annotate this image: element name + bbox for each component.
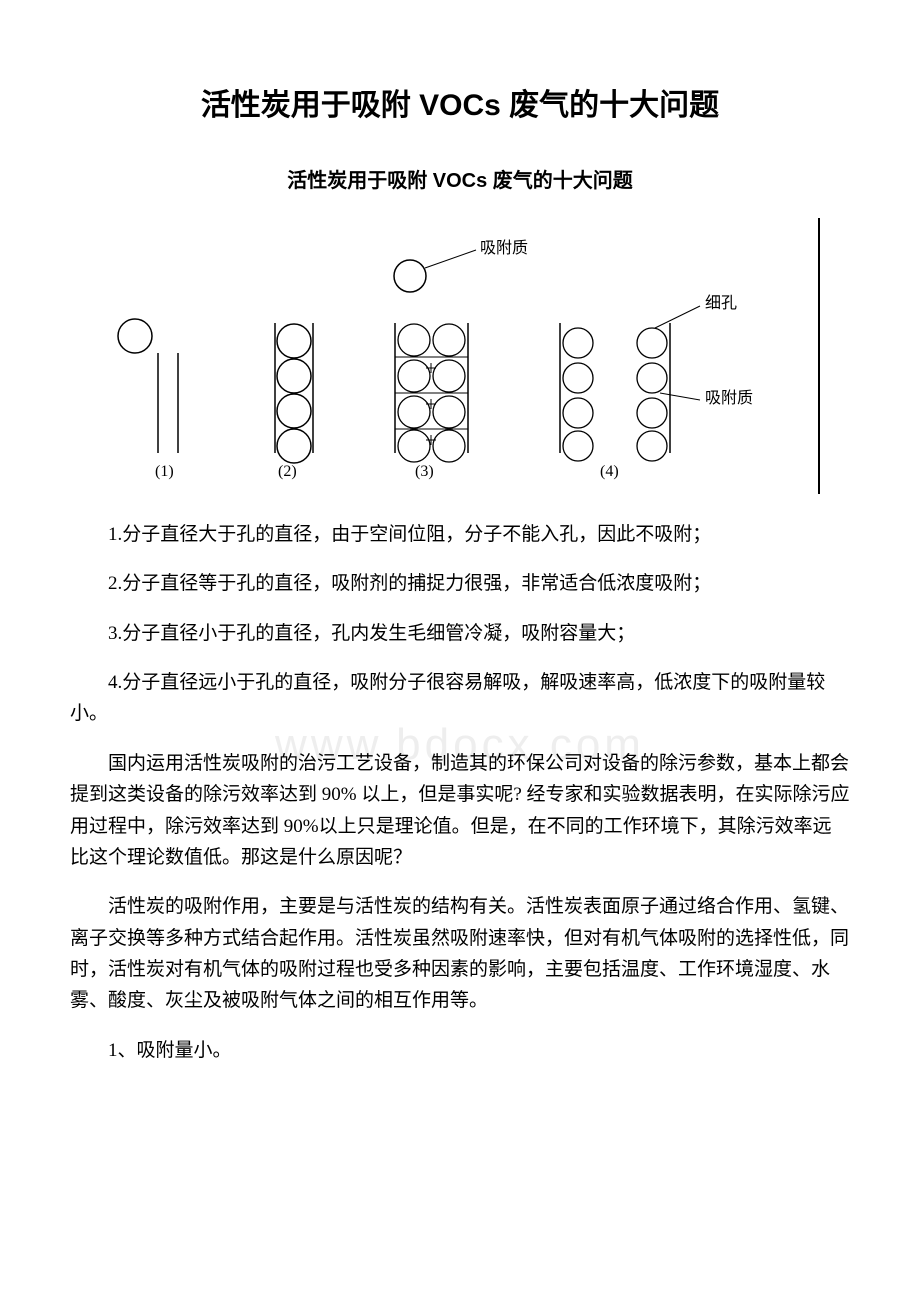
body-para-3: 3.分子直径小于孔的直径，孔内发生毛细管冷凝，吸附容量大； <box>70 618 850 649</box>
adsorption-diagram: 吸附质 细孔 吸附质 (1) (2 <box>100 218 820 494</box>
body-para-6: 活性炭的吸附作用，主要是与活性炭的结构有关。活性炭表面原子通过络合作用、氢键、离… <box>70 891 850 1016</box>
label-pore: 细孔 <box>705 294 737 312</box>
panel-2-label: (2) <box>278 463 297 480</box>
body-para-2: 2.分子直径等于孔的直径，吸附剂的捕捉力很强，非常适合低浓度吸附； <box>70 568 850 599</box>
body-para-4: 4.分子直径远小于孔的直径，吸附分子很容易解吸，解吸速率高，低浓度下的吸附量较小… <box>70 667 850 730</box>
panel-3: (3) <box>395 323 468 480</box>
page-title: 活性炭用于吸附 VOCs 废气的十大问题 <box>70 80 850 124</box>
panel-4: (4) <box>560 323 670 480</box>
panel-3-label: (3) <box>415 463 434 480</box>
label-adsorbate-top: 吸附质 <box>480 239 528 257</box>
page-subtitle: 活性炭用于吸附 VOCs 废气的十大问题 <box>70 164 850 193</box>
panel-1: (1) <box>118 319 178 480</box>
body-para-5: 国内运用活性炭吸附的治污工艺设备，制造其的环保公司对设备的除污参数，基本上都会提… <box>70 748 850 873</box>
body-para-1: 1.分子直径大于孔的直径，由于空间位阻，分子不能入孔，因此不吸附； <box>70 519 850 550</box>
panel-2: (2) <box>275 323 313 480</box>
top-molecule-icon <box>394 260 426 292</box>
diagram-svg: 吸附质 细孔 吸附质 (1) (2 <box>100 228 790 488</box>
label-adsorbate-right: 吸附质 <box>705 389 753 407</box>
panel-4-label: (4) <box>600 463 619 480</box>
panel-1-label: (1) <box>155 463 174 480</box>
body-para-7: 1、吸附量小。 <box>70 1035 850 1066</box>
